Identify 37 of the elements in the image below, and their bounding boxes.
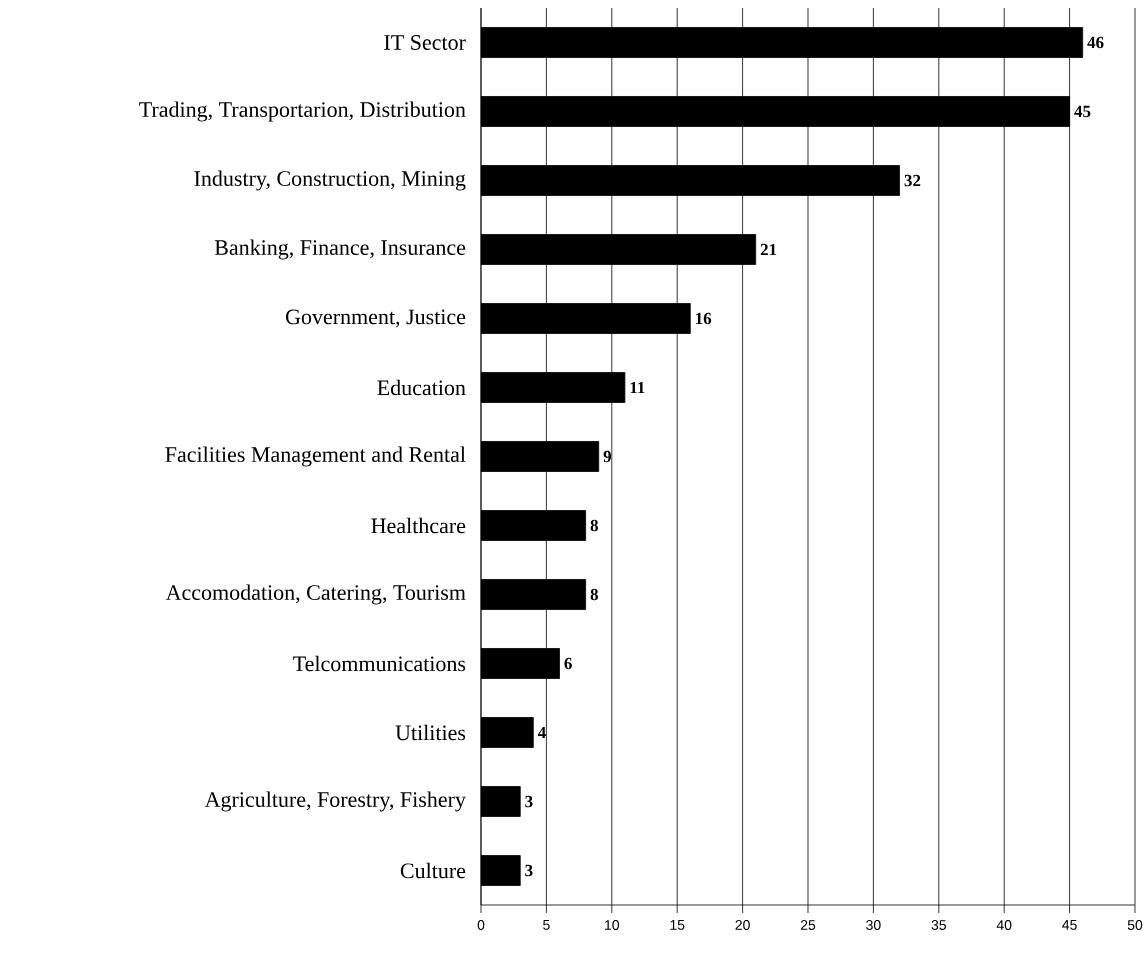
- y-tick-label: Government, Justice: [286, 309, 466, 328]
- x-tick-label: 35: [931, 920, 946, 930]
- data-label: 46: [1087, 36, 1104, 49]
- x-tick-label: 30: [866, 920, 881, 930]
- x-tick-label: 5: [543, 920, 550, 930]
- y-tick-label: Education: [377, 379, 466, 396]
- y-tick-label: Telcommunications: [293, 655, 466, 672]
- data-label: 9: [603, 450, 611, 463]
- data-label: 4: [537, 726, 546, 739]
- data-label: 32: [904, 174, 921, 187]
- data-label: 45: [1074, 105, 1091, 118]
- data-label: 21: [760, 243, 777, 256]
- data-label: 8: [590, 519, 598, 532]
- y-tick-label: IT Sector: [384, 35, 466, 50]
- y-tick-label: Agriculture, Forestry, Fishery: [204, 791, 466, 812]
- y-tick-label: Culture: [400, 862, 466, 879]
- y-tick-label: Facilities Management and Rental: [165, 446, 466, 467]
- data-label: 11: [630, 381, 645, 394]
- y-tick-label: Banking, Finance, Insurance: [214, 239, 466, 260]
- x-tick-label: 0: [477, 920, 485, 930]
- x-tick-label: 10: [605, 920, 620, 930]
- data-label: 6: [564, 657, 572, 670]
- x-tick-label: 45: [1062, 920, 1077, 930]
- data-label: 16: [696, 312, 712, 325]
- y-tick-label: Accomodation, Catering, Tourism: [165, 584, 466, 605]
- x-tick-label: 40: [996, 920, 1012, 930]
- y-tick-label: Industry, Construction, Mining: [194, 170, 466, 191]
- y-tick-label: Trading, Transportarion, Distribution: [139, 101, 466, 122]
- data-label: 3: [525, 795, 533, 808]
- x-tick-label: 50: [1127, 920, 1143, 930]
- data-label: 3: [525, 864, 533, 877]
- x-tick-label: 15: [670, 920, 685, 930]
- x-tick-label: 20: [735, 920, 750, 930]
- y-tick-label: Healthcare: [371, 517, 466, 534]
- data-label: 8: [590, 588, 598, 601]
- x-tick-label: 25: [800, 920, 816, 930]
- y-tick-label: Utilities: [395, 724, 466, 741]
